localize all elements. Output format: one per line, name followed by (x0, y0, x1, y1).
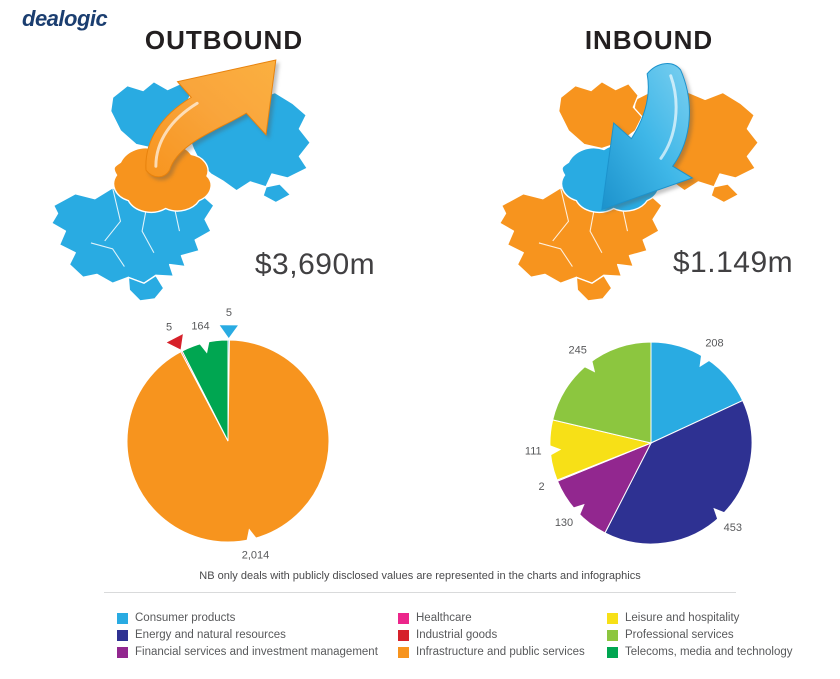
slice-notch-icon (699, 353, 711, 368)
legend-label: Financial services and investment manage… (135, 646, 378, 658)
legend-item: Industrial goods (398, 629, 585, 641)
legend-item: Telecoms, media and technology (607, 646, 793, 658)
inbound-deal-value: $1.149m (672, 246, 794, 279)
tiny-slice-marker-icon (219, 325, 238, 339)
slice-notch-icon (571, 503, 585, 517)
legend-label: Consumer products (135, 612, 236, 624)
legend-label: Industrial goods (416, 629, 498, 641)
legend-swatch-icon (117, 629, 128, 641)
legend-label: Telecoms, media and technology (625, 646, 793, 658)
pie-slice-value: 5 (166, 321, 172, 333)
pie-slice-value: 453 (724, 522, 742, 534)
legend-column: Leisure and hospitality Professional serv… (607, 612, 793, 658)
tiny-slice-marker-icon (166, 334, 183, 350)
legend-column: Consumer products Energy and natural reso… (117, 612, 378, 658)
slice-notch-icon (548, 444, 562, 457)
country-borders (90, 187, 180, 267)
legend-label: Healthcare (416, 612, 472, 624)
inbound-map (498, 63, 759, 302)
legend-swatch-icon (117, 646, 128, 658)
legend-swatch-icon (398, 612, 409, 624)
legend-label: Energy and natural resources (135, 629, 286, 641)
pie-slice-value: 2,014 (242, 550, 270, 562)
outbound-map (50, 59, 311, 302)
legend-item: Professional services (607, 629, 793, 641)
inbound-pie-chart: 208 453 130 2 111 245 (525, 338, 753, 545)
outbound-arrow-icon (145, 59, 277, 178)
slice-notch-icon (713, 507, 727, 521)
map-country (127, 274, 165, 302)
outbound-title: OUTBOUND (144, 25, 304, 55)
footnote: NB only deals with publicly disclosed va… (199, 570, 641, 582)
legend-swatch-icon (398, 646, 409, 658)
slice-notch-icon (582, 359, 596, 373)
slice-notch-icon (198, 340, 210, 354)
inbound-title: INBOUND (584, 25, 714, 55)
legend-item: Energy and natural resources (117, 629, 378, 641)
map-country (262, 183, 292, 204)
pie-slice-value: 2 (538, 481, 544, 493)
legend-swatch-icon (607, 612, 618, 624)
pie-slice-value: 245 (569, 345, 587, 357)
pie-slice-value: 111 (525, 446, 542, 458)
legend-item: Leisure and hospitality (607, 612, 793, 624)
legend-swatch-icon (117, 612, 128, 624)
legend-item: Consumer products (117, 612, 378, 624)
dealogic-logo: dealogic (22, 6, 108, 31)
outbound-pie-chart: 5 2,014 5 164 (126, 307, 330, 562)
legend-item: Infrastructure and public services (398, 646, 585, 658)
divider-line (104, 592, 736, 593)
map-country (575, 274, 613, 302)
slice-notch-icon (246, 528, 258, 542)
legend-column: Healthcare Industrial goods Infrastructure… (398, 612, 585, 658)
inbound-arrow-icon (601, 63, 694, 211)
legend-item: Healthcare (398, 612, 585, 624)
legend-label: Infrastructure and public services (416, 646, 585, 658)
legend-swatch-icon (607, 646, 618, 658)
legend-swatch-icon (607, 629, 618, 641)
pie-slice-value: 130 (555, 517, 573, 529)
legend: Consumer products Energy and natural reso… (0, 612, 840, 672)
outbound-deal-value: $3,690m (254, 248, 376, 281)
legend-item: Financial services and investment manage… (117, 646, 378, 658)
pie-slice-value: 208 (705, 338, 723, 350)
pie-slice-value: 164 (191, 320, 209, 332)
legend-label: Professional services (625, 629, 734, 641)
map-country (710, 183, 740, 204)
pie-slice-value: 5 (226, 307, 232, 319)
legend-swatch-icon (398, 629, 409, 641)
legend-label: Leisure and hospitality (625, 612, 740, 624)
country-borders (538, 187, 628, 267)
